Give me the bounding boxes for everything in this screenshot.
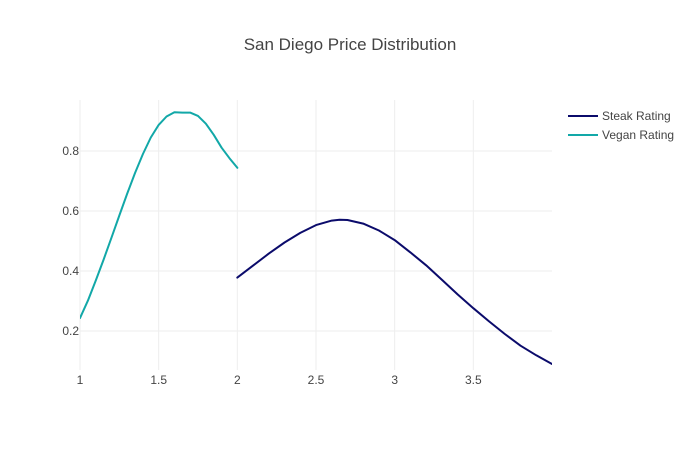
x-tick-label: 1.5	[150, 373, 167, 387]
legend-item-vegan-rating[interactable]: Vegan Rating	[568, 128, 674, 142]
x-tick-label: 2	[234, 373, 241, 387]
series-layer	[80, 111, 552, 365]
x-tick-label: 3	[391, 373, 398, 387]
x-tick-label: 2.5	[308, 373, 325, 387]
legend-label: Vegan Rating	[602, 128, 674, 142]
y-tick-label: 0.6	[62, 204, 79, 218]
chart-title: San Diego Price Distribution	[244, 35, 457, 54]
legend-label: Steak Rating	[602, 109, 671, 123]
y-tick-label: 0.8	[62, 144, 79, 158]
legend-item-steak-rating[interactable]: Steak Rating	[568, 109, 671, 123]
x-tick-label: 1	[77, 373, 84, 387]
series-line-vegan-rating[interactable]	[80, 111, 239, 320]
y-tick-label: 0.2	[62, 324, 79, 338]
grid	[79, 100, 552, 370]
y-tick-label: 0.4	[62, 264, 79, 278]
y-axis-ticks: 0.2 0.4 0.6 0.8	[62, 144, 79, 338]
legend[interactable]: Steak Rating Vegan Rating	[568, 109, 674, 142]
x-tick-label: 3.5	[465, 373, 482, 387]
x-axis-ticks: 1 1.5 2 2.5 3 3.5	[77, 373, 482, 387]
series-line-steak-rating[interactable]	[236, 218, 552, 365]
